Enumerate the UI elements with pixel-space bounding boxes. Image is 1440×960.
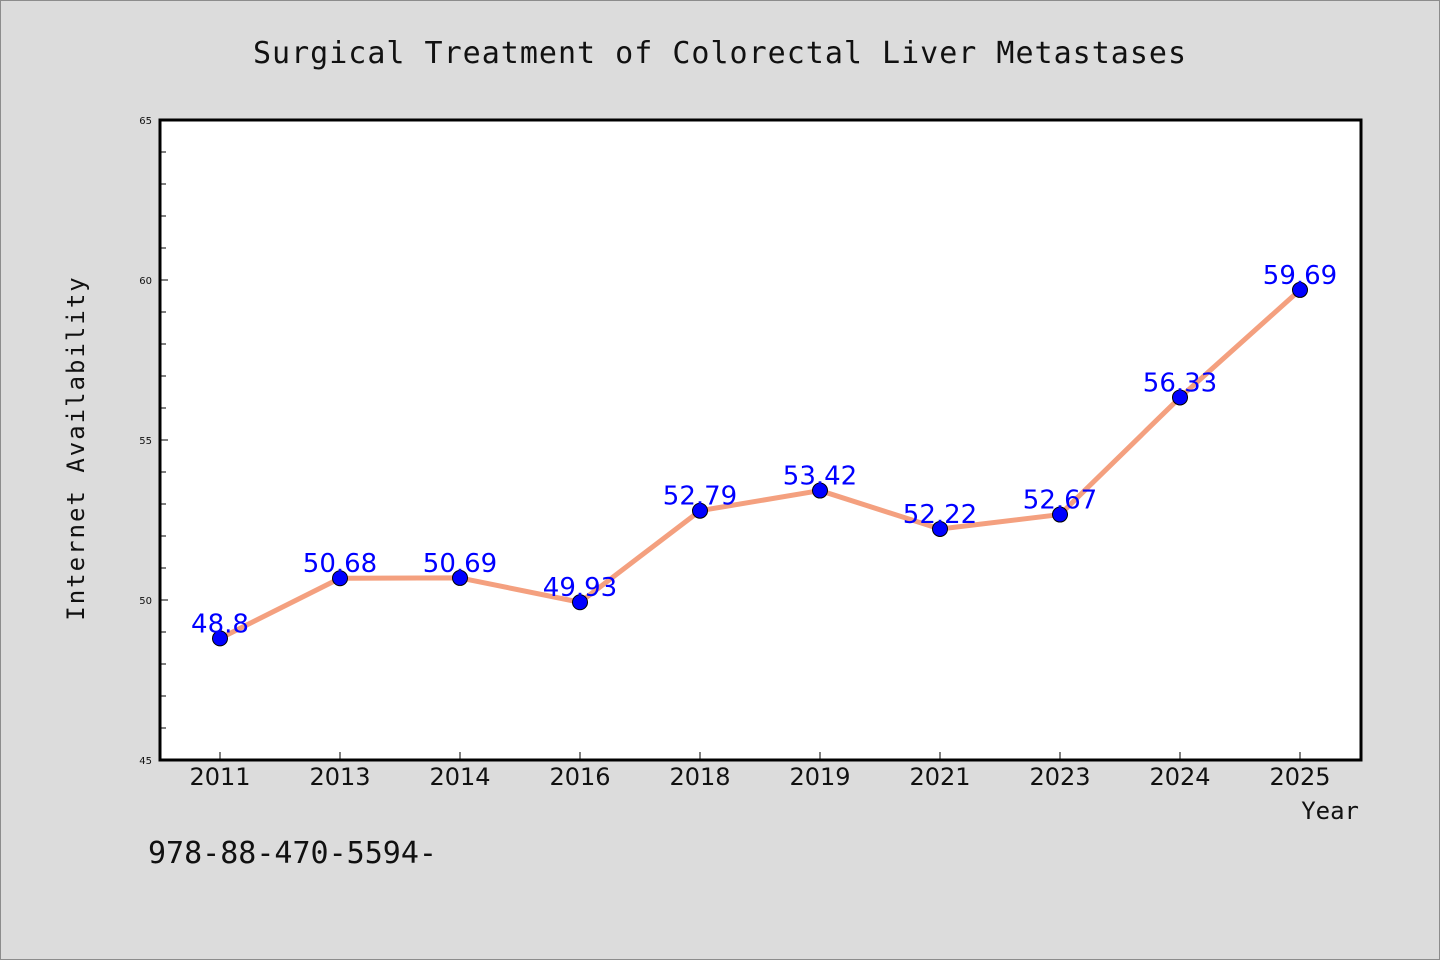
data-label: 52.79 [663,482,737,512]
data-point [212,630,228,647]
x-tick-label: 2013 [309,763,370,791]
x-tick-label: 2025 [1269,763,1330,791]
y-tick-label: 55 [139,436,152,447]
data-label: 49.93 [543,573,617,603]
data-label: 52.22 [903,500,977,530]
x-tick-label: 2011 [189,763,250,791]
data-point [332,570,348,587]
x-tick-label: 2021 [909,763,970,791]
data-point [1292,281,1308,298]
x-tick-label: 2023 [1029,763,1090,791]
data-label: 56.33 [1143,368,1217,398]
data-point [1172,389,1188,406]
y-tick-label: 50 [139,596,152,607]
x-axis-label: Year [1301,797,1359,825]
data-label: 50.69 [423,549,497,579]
data-label: 59.69 [1263,261,1337,291]
series-layer [217,287,1303,641]
series-line [217,287,1303,641]
chart-title: Surgical Treatment of Colorectal Liver M… [253,36,1187,71]
x-tick-label: 2018 [669,763,730,791]
marker-layer [212,281,1308,647]
data-label: 53.42 [783,462,857,492]
x-tick-label: 2016 [549,763,610,791]
data-point [452,569,468,586]
data-point [1052,506,1068,523]
x-tick-label: 2014 [429,763,490,791]
data-label: 48.8 [191,609,249,639]
y-tick-label: 45 [139,756,152,767]
data-label-layer: 48.8 50.68 50.69 49.93 52.79 53.42 52.22 52.67 5… [191,261,1337,639]
data-point [572,594,588,611]
x-tick-label: 2019 [789,763,850,791]
data-label: 50.68 [303,549,377,579]
y-tick-label: 60 [139,276,152,287]
data-label: 52.67 [1023,486,1097,516]
x-tick-label: 2024 [1149,763,1210,791]
y-tick-label: 65 [139,116,152,127]
plot-border [158,118,1363,762]
data-point [932,520,948,537]
data-point [692,502,708,519]
y-axis-label: Internet Availability [62,275,90,620]
data-point [812,482,828,499]
x-tick-labels: 2011 2013 2014 2016 2018 2019 2021 2023 2024 2025 [189,763,1330,791]
footer-code: 978-88-470-5594- [148,836,437,871]
plot-area [160,120,1361,760]
y-tick-labels: 45 50 55 60 65 [139,116,152,767]
